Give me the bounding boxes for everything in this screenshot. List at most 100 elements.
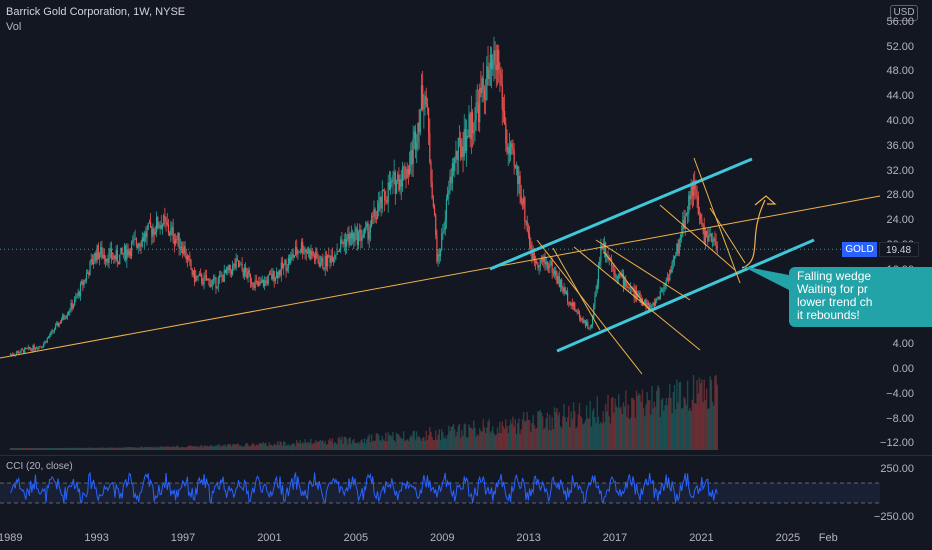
volume-bar (355, 442, 357, 450)
candle-body (673, 256, 676, 260)
volume-bar (348, 438, 350, 450)
candle-body (375, 218, 377, 220)
volume-bar (51, 447, 53, 450)
cci-line (9, 471, 718, 504)
volume-bar (489, 432, 492, 450)
volume-bar (54, 447, 57, 450)
candle-body (305, 249, 307, 253)
volume-bar (111, 447, 114, 450)
volume-bar (218, 444, 221, 450)
volume-bar (28, 447, 31, 450)
volume-bar (259, 442, 261, 450)
candle-body (625, 279, 627, 287)
candle-body (360, 229, 362, 241)
volume-bar (241, 446, 243, 450)
candle-body (43, 343, 45, 347)
pane-separator[interactable] (0, 455, 932, 456)
candle-body (688, 195, 690, 214)
candle-body (569, 303, 571, 306)
candle-body (683, 219, 685, 229)
volume-bar (400, 438, 402, 450)
volume-bar (316, 442, 318, 450)
volume-bar (184, 447, 186, 450)
candle-body (52, 330, 54, 332)
candle-body (662, 289, 664, 292)
candle-body (432, 199, 434, 207)
candle-body (656, 298, 658, 301)
candle-body (183, 246, 185, 254)
candle-body (412, 138, 414, 165)
symbol-title[interactable]: Barrick Gold Corporation, 1W, NYSE (6, 6, 186, 18)
volume-bar (141, 446, 143, 450)
volume-bar (588, 418, 590, 450)
volume-bar (222, 445, 224, 450)
volume-bar (64, 447, 66, 450)
candle-body (19, 352, 21, 354)
volume-bar (633, 400, 635, 450)
volume-bar (537, 411, 539, 450)
time-tick-label: Feb (818, 532, 838, 544)
candle-body (153, 228, 155, 235)
candle-body (575, 310, 577, 312)
currency-badge[interactable]: USD (890, 5, 918, 21)
cci-indicator-label[interactable]: CCI (20, close) (6, 461, 73, 472)
volume-bar (306, 443, 309, 450)
candle-body (284, 260, 286, 265)
volume-bar (220, 446, 222, 450)
candle-body (140, 245, 142, 247)
candle-body (518, 175, 520, 185)
volume-bar (395, 432, 398, 450)
candle-body (72, 305, 74, 309)
candle-body (343, 239, 345, 244)
volume-bar (128, 447, 130, 450)
candle-body (230, 270, 232, 275)
volume-bar (704, 399, 707, 450)
volume-bar (140, 446, 142, 450)
volume-bar (437, 434, 439, 450)
candle-body (582, 318, 584, 324)
candle-body (147, 223, 149, 230)
candle-body (350, 233, 352, 239)
candle-body (379, 196, 381, 204)
volume-bar (233, 444, 235, 450)
volume-bar (13, 447, 15, 450)
volume-bar (16, 447, 19, 450)
candle-body (369, 226, 371, 232)
volume-bar (538, 411, 540, 450)
candle-body (201, 274, 203, 283)
candle-body (57, 322, 59, 327)
candle-body (677, 243, 679, 254)
volume-bar (663, 410, 665, 450)
candle-body (172, 226, 174, 241)
candle-body (528, 234, 531, 245)
candle-body (250, 282, 253, 284)
volume-bar (231, 444, 234, 450)
volume-bar (311, 444, 313, 450)
annotation-callout[interactable]: Falling wedge Waiting for pr lower trend… (789, 267, 932, 327)
candle-body (707, 235, 709, 242)
candle-body (426, 104, 429, 109)
volume-bar (612, 397, 614, 450)
candle-body (624, 279, 626, 287)
volume-bar (127, 447, 129, 450)
candle-body (311, 250, 313, 256)
candle-body (34, 348, 36, 350)
candle-body (479, 87, 481, 123)
volume-bar (536, 428, 538, 450)
candle-body (429, 133, 431, 163)
volume-bar (644, 416, 646, 450)
volume-bar (179, 447, 182, 450)
volume-bar (590, 426, 593, 450)
volume-bar (292, 443, 294, 450)
candle-body (444, 219, 446, 231)
candle-body (283, 264, 285, 269)
volume-bar (121, 447, 123, 450)
candle-body (293, 255, 295, 258)
candle-body (125, 245, 127, 260)
candle-body (462, 146, 464, 157)
candle-body (460, 139, 462, 158)
volume-bar (235, 445, 237, 450)
candle-body (675, 255, 677, 257)
volume-bar (367, 436, 369, 450)
